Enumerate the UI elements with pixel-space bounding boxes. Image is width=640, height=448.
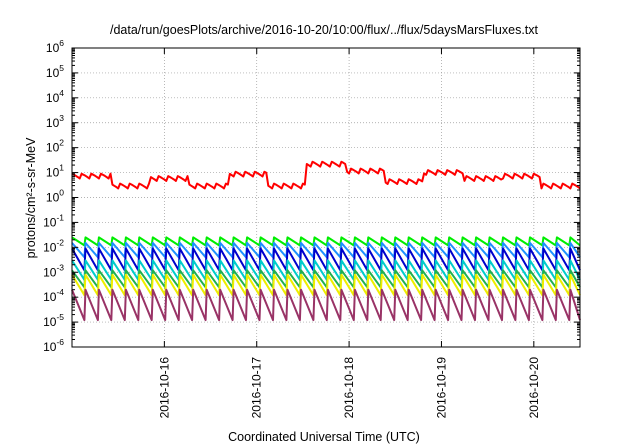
y-tick-label: 103 [46,113,64,130]
y-tick-label: 106 [46,38,64,55]
series-line-8 [71,288,581,322]
x-tick-label: 2016-10-17 [250,357,264,419]
x-tick-label: 2016-10-16 [157,357,171,419]
grid [72,48,580,347]
x-axis-label: Coordinated Universal Time (UTC) [228,430,420,444]
series-line-7 [71,273,581,297]
y-tick-label: 10-2 [43,237,64,254]
x-tick-label: 2016-10-20 [527,357,541,419]
chart-title: /data/run/goesPlots/archive/2016-10-20/1… [110,23,539,37]
y-axis-label: protons/cm²-s-sr-MeV [24,137,38,259]
y-tick-label: 10-3 [43,262,64,279]
y-tick-label: 100 [46,188,64,205]
y-axis: 10-6 10-5 10-4 10-3 10-2 10-1 100 101 102 103 104 1… [43,38,580,354]
plot-frame [71,47,581,348]
y-tick-label: 101 [46,163,64,180]
x-tick-label: 2016-10-18 [342,357,356,419]
series-line-1 [71,160,581,190]
y-tick-label: 10-5 [43,312,64,329]
x-tick-label: 2016-10-19 [434,357,448,419]
x-axis: 2016-10-16 2016-10-17 2016-10-18 2016-10-19… [157,48,541,419]
series-group [71,160,581,322]
series-line-2 [71,236,581,247]
y-tick-label: 10-6 [43,337,64,354]
y-tick-label: 10-4 [43,287,64,304]
y-tick-label: 105 [46,63,64,80]
series-line-4 [71,247,581,272]
y-tick-label: 104 [46,88,64,105]
y-tick-label: 10-1 [43,212,64,229]
y-tick-label: 102 [46,138,64,155]
